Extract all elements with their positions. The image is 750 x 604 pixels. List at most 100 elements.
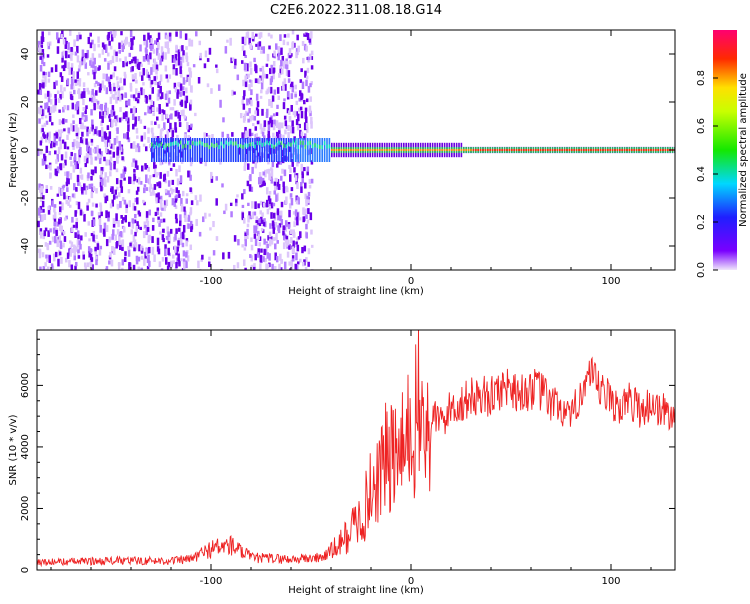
heatmap-noise-cell	[278, 73, 281, 78]
heatmap-noise-cell	[155, 171, 158, 178]
heatmap-noise-cell	[300, 141, 304, 148]
heatmap-noise-cell	[90, 232, 94, 237]
heatmap-noise-cell	[265, 74, 269, 79]
heatmap-noise-cell	[154, 211, 158, 217]
heatmap-noise-cell	[259, 32, 263, 38]
heatmap-noise-cell	[145, 187, 149, 191]
heatmap-noise-cell	[60, 225, 63, 233]
heatmap-noise-cell	[282, 242, 286, 250]
heatmap-noise-cell	[108, 135, 111, 139]
heatmap-noise-cell	[65, 257, 68, 263]
heatmap-noise-cell	[107, 136, 110, 143]
heatmap-signal-peak	[491, 148, 494, 152]
heatmap-noise-cell	[108, 40, 111, 46]
heatmap-noise-cell	[85, 156, 89, 164]
heatmap-noise-cell	[109, 203, 113, 209]
heatmap-noise-cell	[113, 66, 117, 72]
heatmap-signal-peak	[518, 148, 520, 152]
heatmap-noise-cell	[227, 251, 231, 259]
heatmap-noise-cell	[123, 177, 126, 181]
heatmap-noise-cell	[174, 110, 177, 117]
heatmap-noise-cell	[292, 211, 296, 215]
heatmap-noise-cell	[143, 39, 146, 46]
snr-y-tick-label: 0	[20, 567, 31, 573]
heatmap-noise-cell	[46, 244, 50, 251]
heatmap-noise-cell	[184, 79, 187, 84]
heatmap-noise-cell	[152, 49, 156, 54]
heatmap-signal-core	[278, 140, 280, 145]
heatmap-noise-cell	[122, 217, 125, 221]
heatmap-noise-cell	[56, 221, 60, 227]
heatmap-noise-cell	[139, 226, 142, 231]
heatmap-noise-cell	[143, 132, 147, 140]
heatmap-noise-cell	[292, 111, 296, 116]
heatmap-noise-cell	[123, 256, 127, 262]
heatmap-noise-cell	[112, 82, 116, 88]
heatmap-noise-cell	[84, 232, 87, 237]
heatmap-noise-cell	[53, 222, 56, 227]
heatmap-noise-cell	[260, 127, 264, 134]
heatmap-noise-cell	[261, 131, 265, 137]
heatmap-signal-peak	[530, 148, 532, 152]
heatmap-noise-cell	[83, 125, 87, 130]
heatmap-noise-cell	[298, 123, 301, 129]
heatmap-noise-cell	[194, 112, 197, 117]
heatmap-noise-cell	[145, 69, 148, 75]
heatmap-signal-band	[285, 138, 287, 162]
heatmap-noise-cell	[52, 104, 55, 113]
heatmap-noise-cell	[69, 204, 72, 208]
heatmap-noise-cell	[160, 46, 164, 53]
heatmap-noise-cell	[44, 102, 47, 110]
heatmap-noise-cell	[210, 176, 214, 183]
heatmap-noise-cell	[250, 79, 253, 88]
heatmap-signal-peak	[595, 148, 597, 152]
heatmap-noise-cell	[125, 204, 128, 209]
heatmap-noise-cell	[285, 185, 288, 190]
heatmap-noise-cell	[291, 126, 295, 134]
heatmap-signal-core	[232, 141, 235, 146]
heatmap-noise-cell	[142, 88, 146, 95]
heatmap-signal-peak	[331, 148, 333, 152]
heatmap-noise-cell	[76, 55, 80, 63]
heatmap-noise-cell	[164, 188, 168, 193]
heatmap-noise-cell	[99, 155, 103, 161]
heatmap-noise-cell	[79, 136, 83, 143]
heatmap-noise-cell	[288, 203, 292, 209]
heatmap-noise-cell	[251, 31, 255, 39]
heatmap-noise-cell	[70, 67, 73, 75]
heatmap-noise-cell	[90, 210, 94, 216]
heatmap-noise-cell	[255, 43, 258, 47]
heatmap-noise-cell	[46, 132, 50, 140]
heatmap-signal-core	[254, 144, 256, 149]
heatmap-noise-cell	[86, 129, 89, 137]
heatmap-signal-peak	[386, 148, 388, 152]
heatmap-noise-cell	[116, 240, 119, 247]
heatmap-noise-cell	[41, 200, 45, 208]
heatmap-noise-cell	[289, 84, 293, 90]
heatmap-noise-cell	[86, 87, 89, 92]
heatmap-noise-cell	[71, 248, 75, 254]
heatmap-noise-cell	[146, 227, 150, 232]
heatmap-noise-cell	[122, 61, 125, 68]
heatmap-noise-cell	[246, 63, 249, 72]
heatmap-noise-cell	[39, 231, 43, 239]
heatmap-noise-cell	[78, 117, 82, 124]
heatmap-noise-cell	[263, 257, 267, 263]
heatmap-signal-peak	[575, 148, 578, 152]
heatmap-noise-cell	[44, 134, 47, 139]
heatmap-noise-cell	[268, 198, 272, 205]
heatmap-noise-cell	[106, 125, 110, 130]
heatmap-noise-cell	[65, 199, 68, 205]
heatmap-noise-cell	[105, 159, 108, 166]
heatmap-signal-peak	[573, 148, 575, 152]
chart-title: C2E6.2022.311.08.18.G14	[270, 3, 442, 18]
heatmap-noise-cell	[157, 89, 161, 97]
heatmap-noise-cell	[174, 213, 178, 220]
heatmap-signal-core	[175, 140, 177, 145]
heatmap-noise-cell	[38, 250, 42, 259]
heatmap-noise-cell	[92, 92, 95, 100]
heatmap-signal-peak	[626, 148, 628, 152]
heatmap-noise-cell	[259, 263, 262, 270]
heatmap-noise-cell	[169, 122, 172, 130]
heatmap-noise-cell	[154, 269, 158, 270]
